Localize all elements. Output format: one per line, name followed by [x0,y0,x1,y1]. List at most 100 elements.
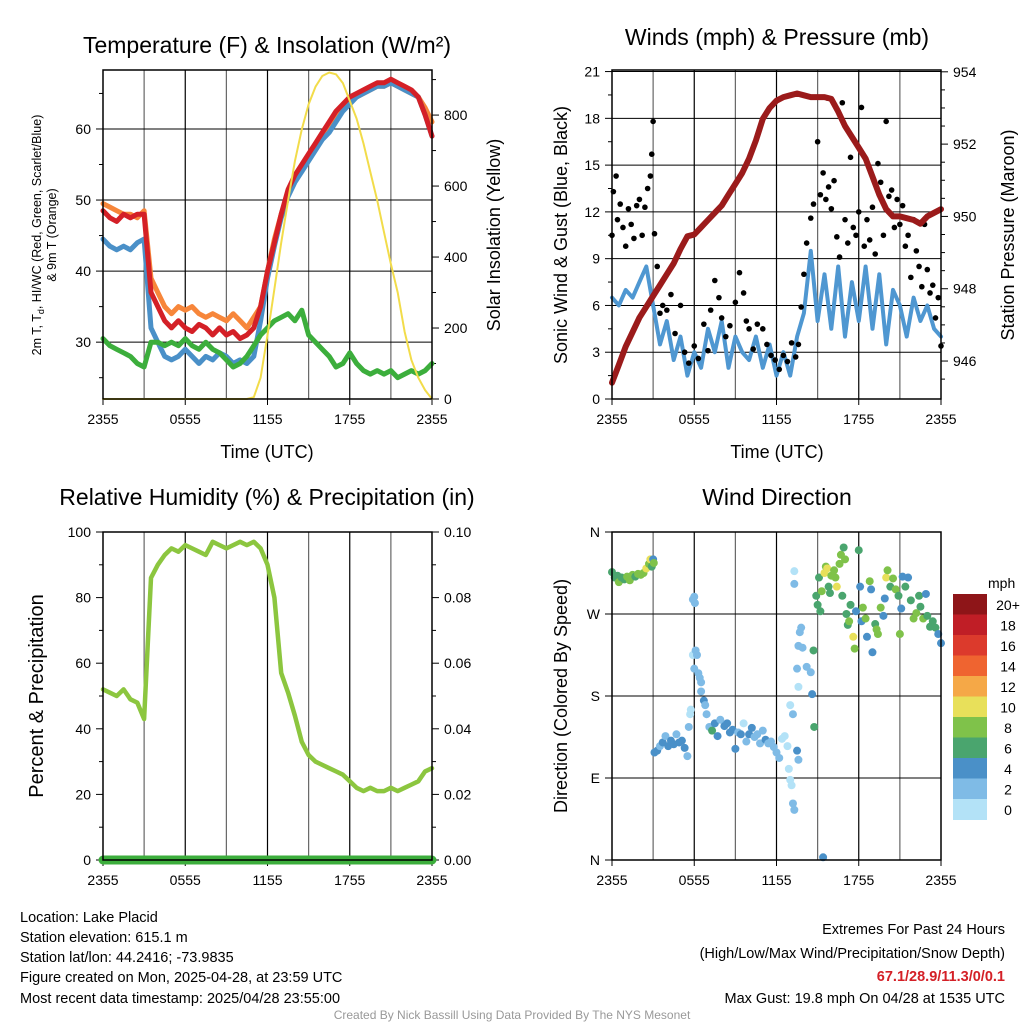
gust-point [877,179,884,186]
winds-chart-title: Winds (mph) & Pressure (mb) [625,24,929,50]
wind-direction-point [810,722,819,731]
series-line-2m-t [100,76,435,342]
y-tick-label: 20 [75,786,91,802]
extremes-title: Extremes For Past 24 Hours [822,922,1005,938]
gust-point [628,221,634,228]
x-tick-label: 2355 [416,872,447,888]
x-tick-label: 0555 [679,872,710,888]
wind-direction-point [912,609,921,618]
extremes-values: 67.1/28.9/11.3/0/0.1 [877,969,1005,985]
y-tick-label: 30 [75,334,91,350]
wind-direction-point [846,600,855,609]
wind-direction-point [690,599,699,608]
wind-direction-point [701,701,710,710]
max-gust-text: Max Gust: 19.8 mph On 04/28 at 1535 UTC [725,991,1005,1007]
gust-point [792,354,799,360]
gust-point [695,355,702,362]
wind-direction-point [784,764,793,773]
gust-point [620,224,626,231]
wind-direction-point [793,664,802,673]
gust-point [718,315,725,321]
wind-direction-point [683,752,692,761]
wind-direction-point [901,582,910,591]
y2-tick-label: 954 [953,64,977,80]
gust-point [743,318,750,324]
x-tick-label: 0555 [679,411,710,427]
gust-point [651,230,658,237]
y-tick-label: S [591,688,600,704]
y-tick-label: N [590,852,600,868]
colorbar-label: 4 [1004,761,1012,777]
colorbar-swatch [953,696,987,718]
y-tick-label: N [590,524,600,540]
location-text: Location: Lake Placid [20,910,158,926]
y2-tick-label: 0.06 [444,655,471,671]
gust-point [897,221,903,228]
colorbar-label: 0 [1004,802,1012,818]
gust-point [864,216,870,223]
y2-tick-label: 948 [953,281,977,297]
colorbar-label: 6 [1004,741,1012,757]
wind-direction-point [891,585,900,594]
plot-layer: 2355 0555 1155 1755 235530405060020040060080… [68,64,1020,888]
gust-point [657,310,663,317]
colorbar-swatch [953,737,987,759]
gust-point [614,216,621,223]
wind-direction-point [895,630,904,639]
gust-point [740,290,747,296]
plot-border [611,69,942,400]
wind-direction-point [686,705,695,714]
wind-direction-point [809,646,818,655]
y-tick-label: 21 [584,64,600,80]
gust-point [798,304,804,310]
humidity-axes: 2355 0555 1155 1755 2355 0 20 40 60 80 100 0.00 0.02… [68,524,472,888]
wind-direction-point [736,730,745,739]
figure-created-text: Figure created on Mon, 2025-04-28, at 23… [20,970,342,986]
wind-direction-point [788,799,797,808]
colorbar-swatch [953,655,987,677]
gust-point [858,104,865,111]
colorbar-swatch [953,799,987,820]
x-tick-label: 0555 [170,872,201,888]
gust-point [750,346,756,352]
gust-point [803,240,810,246]
gust-point [853,232,859,239]
gust-point [836,254,843,260]
plot-border [102,69,433,400]
gust-point [664,307,670,313]
wind-direction-point [883,566,892,575]
gust-point [722,333,729,340]
wind-direction-point [787,781,796,790]
wind-direction-point [806,668,815,677]
recent-data-text: Most recent data timestamp: 2025/04/28 2… [20,991,340,1007]
gust-point [801,271,807,278]
winds-x-label: Time (UTC) [730,442,823,462]
x-tick-label: 1755 [843,411,874,427]
gust-point [795,341,802,348]
wind-direction-point [783,742,792,751]
wind-direction-point [865,577,874,586]
gust-point [847,154,854,161]
gust-point [810,201,817,207]
gust-point [727,322,733,329]
wind-direction-point [830,566,839,575]
y-tick-label: 9 [592,251,600,267]
gust-point [647,173,654,179]
wind-direction-point [793,746,802,755]
wind-direction-point [742,737,751,746]
gust-point [880,232,887,239]
y-tick-label: 3 [592,344,600,360]
y2-tick-label: 0.10 [444,524,471,540]
gust-point [869,204,876,211]
wind-direction-point [775,753,784,762]
ylabel-subscript: d [36,309,46,314]
wind-direction-point [882,573,891,582]
gust-point [899,202,906,209]
wind-direction-chart-title: Wind Direction [702,484,852,510]
wind-direction-point [854,546,863,555]
gust-point [820,170,826,176]
wind-direction-point [904,573,913,582]
y2-tick-label: 946 [953,353,977,369]
y2-tick-label: 0.02 [444,786,471,802]
